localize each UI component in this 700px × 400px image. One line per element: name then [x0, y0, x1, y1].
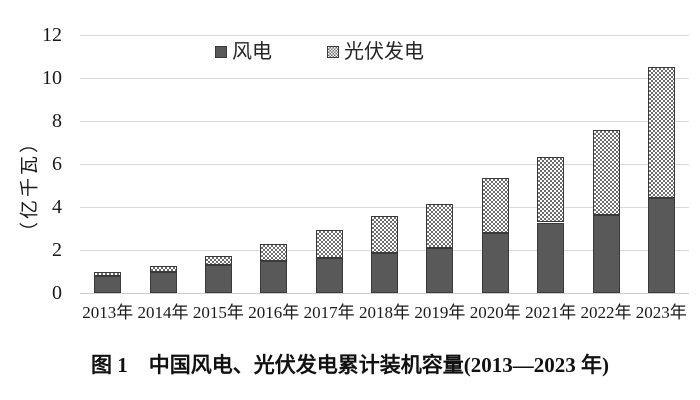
legend-marker-solid-icon [215, 46, 227, 58]
y-axis-tick-label: 0 [52, 282, 62, 304]
x-axis-tick-label: 2021年 [525, 303, 577, 322]
bar-segment-风电-2015年 [204, 265, 232, 293]
x-axis-tick-label: 2015年 [192, 303, 244, 322]
gridline-0 [80, 292, 689, 294]
bar-segment-光伏发电-2014年 [149, 266, 177, 273]
bar-segment-光伏发电-2013年 [94, 272, 122, 277]
bar-segment-风电-2020年 [481, 232, 509, 293]
x-axis-tick-label: 2019年 [414, 303, 466, 322]
bar-segment-光伏发电-2023年 [647, 67, 675, 199]
y-axis-tick-label: 10 [42, 67, 62, 89]
x-axis-tick-label: 2013年 [82, 303, 134, 322]
bar-segment-风电-2017年 [315, 257, 343, 293]
legend-label: 风电 [232, 41, 272, 63]
x-axis-tick-label: 2022年 [580, 303, 632, 322]
legend: 风电 光伏发电 [215, 41, 424, 63]
bar-segment-光伏发电-2015年 [204, 256, 232, 266]
bar-segment-光伏发电-2016年 [260, 244, 288, 261]
legend-label: 光伏发电 [344, 41, 424, 63]
gridline-4 [80, 206, 689, 208]
bar-segment-风电-2022年 [592, 214, 620, 293]
x-axis-tick-label: 2016年 [248, 303, 300, 322]
gridline-6 [80, 163, 689, 165]
x-axis-tick-label: 2017年 [303, 303, 355, 322]
y-axis-title: （亿千瓦） [19, 130, 41, 242]
gridline-10 [80, 77, 689, 79]
chart-area: （亿千瓦） 风电 光伏发电 0 2 4 6 8 10 12 2013年 2014年 2015年 201… [19, 24, 689, 322]
y-axis-tick-label: 4 [52, 196, 62, 218]
legend-marker-checker-icon [327, 46, 339, 58]
bar-segment-风电-2019年 [426, 247, 454, 293]
bar-segment-风电-2013年 [94, 276, 122, 293]
bar-segment-风电-2014年 [149, 272, 177, 293]
y-axis-tick-label: 8 [52, 110, 62, 132]
bar-segment-光伏发电-2019年 [426, 204, 454, 248]
figure-caption: 图 1 中国风电、光伏发电累计装机容量(2013—2023 年) [91, 353, 609, 377]
gridline-8 [80, 120, 689, 122]
bar-segment-风电-2016年 [260, 261, 288, 293]
bar-segment-风电-2018年 [371, 253, 398, 293]
y-axis-tick-label: 2 [52, 239, 62, 261]
gridline-12 [80, 34, 689, 36]
x-axis-tick-label: 2018年 [359, 303, 410, 322]
bar-segment-光伏发电-2017年 [315, 229, 343, 258]
legend-item-风电: 风电 [215, 41, 272, 63]
legend-item-光伏发电: 光伏发电 [327, 41, 424, 63]
bar-segment-风电-2021年 [537, 222, 565, 293]
bar-segment-风电-2023年 [647, 198, 675, 293]
x-axis-tick-label: 2020年 [469, 303, 521, 322]
bar-segment-光伏发电-2018年 [371, 216, 398, 254]
y-axis-tick-label: 12 [42, 24, 62, 46]
y-axis-tick-label: 6 [52, 153, 62, 175]
x-axis-tick-label: 2023年 [635, 303, 687, 322]
bar-segment-光伏发电-2020年 [481, 178, 509, 233]
bar-segment-光伏发电-2021年 [537, 156, 565, 223]
bar-segment-光伏发电-2022年 [592, 130, 620, 215]
x-axis-tick-label: 2014年 [137, 303, 189, 322]
